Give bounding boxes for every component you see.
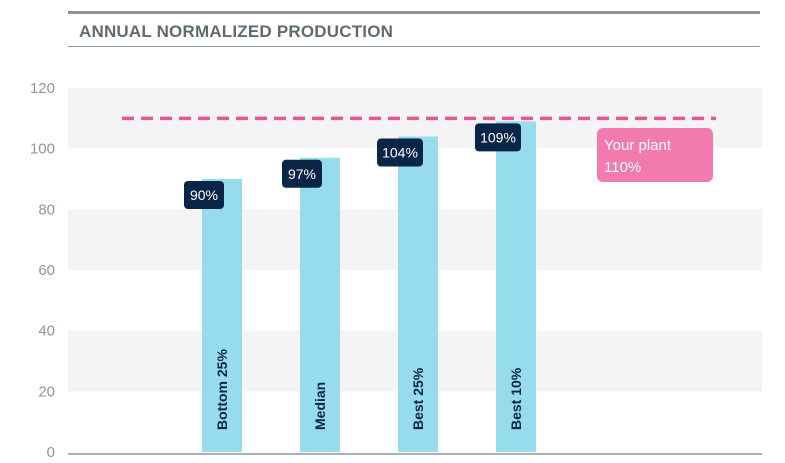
value-badge xyxy=(184,181,224,209)
y-tick-label: 20 xyxy=(38,383,55,400)
y-tick-label: 40 xyxy=(38,323,55,340)
y-tick-label: 80 xyxy=(38,201,55,218)
bar xyxy=(300,157,340,452)
reference-label-value: 110% xyxy=(604,159,641,176)
value-label: 109% xyxy=(480,129,516,145)
value-label: 97% xyxy=(288,166,316,182)
bar xyxy=(202,179,242,452)
y-tick-label: 60 xyxy=(38,262,55,279)
chart-title: ANNUAL NORMALIZED PRODUCTION xyxy=(79,22,394,41)
value-badge xyxy=(475,123,521,152)
bar-category-label: Bottom 25% xyxy=(214,349,230,430)
reference-label-box xyxy=(597,128,713,182)
bar xyxy=(496,121,536,452)
value-badge xyxy=(377,138,423,167)
y-tick-label: 100 xyxy=(30,141,55,158)
value-label: 90% xyxy=(190,187,218,203)
bar-category-label: Median xyxy=(312,382,328,430)
value-badge xyxy=(282,159,322,188)
reference-label-title: Your plant xyxy=(604,137,672,154)
bar-category-label: Best 25% xyxy=(410,367,426,430)
y-tick-label: 120 xyxy=(30,80,55,97)
bar xyxy=(398,136,438,453)
bar-category-label: Best 10% xyxy=(508,367,524,430)
y-tick-label: 0 xyxy=(47,444,55,461)
value-label: 104% xyxy=(382,145,418,161)
chart-title-bar: ANNUAL NORMALIZED PRODUCTION xyxy=(68,11,760,47)
